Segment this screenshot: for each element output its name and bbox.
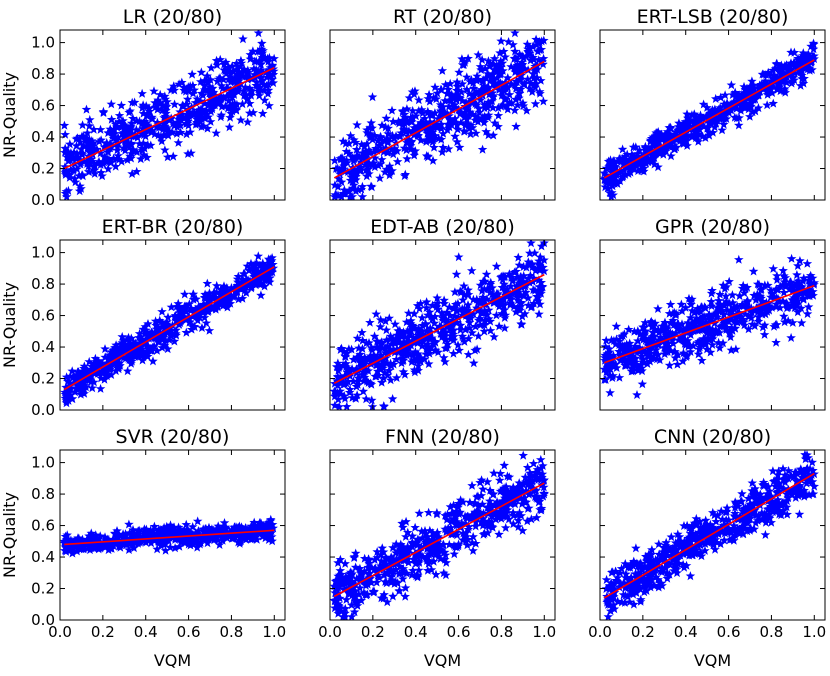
x-tick-label: 0.0: [318, 623, 342, 641]
x-axis-label: VQM: [154, 651, 191, 670]
x-tick-label: 1.0: [802, 623, 826, 641]
y-tick-label: 0.6: [31, 517, 55, 535]
x-tick-label: 0.8: [489, 623, 513, 641]
x-tick-label: 0.4: [674, 623, 698, 641]
x-tick-label: 0.8: [219, 623, 243, 641]
y-tick-label: 0.8: [31, 275, 55, 293]
x-tick-label: 0.4: [404, 623, 428, 641]
fit-line: [603, 59, 815, 179]
x-tick-label: 1.0: [532, 623, 556, 641]
y-tick-label: 0.8: [31, 485, 55, 503]
fit-line: [333, 60, 545, 179]
subplot-3: ERT-LSB (20/80): [599, 6, 826, 201]
plot-frame: [599, 29, 826, 201]
subplot-6: GPR (20/80): [599, 216, 826, 411]
point-stars: [330, 30, 549, 200]
x-tick-label: 0.2: [361, 623, 385, 641]
subplot-title: FNN (20/80): [385, 426, 500, 448]
point-stars: [330, 240, 549, 410]
y-tick-label: 0.6: [31, 97, 55, 115]
x-tick-label: 0.2: [91, 623, 115, 641]
fit-line: [604, 284, 815, 364]
x-tick-label: 0.6: [447, 623, 471, 641]
y-axis-label: NR-Quality: [0, 72, 19, 158]
y-axis-label: NR-Quality: [0, 282, 19, 368]
y-tick-label: 0.2: [31, 370, 55, 388]
x-tick-label: 0.6: [717, 623, 741, 641]
y-tick-label: 0.2: [31, 160, 55, 178]
y-tick-label: 0.4: [31, 128, 55, 146]
x-tick-label: 0.2: [631, 623, 655, 641]
scatter-points: [330, 240, 549, 410]
subplot-title: CNN (20/80): [654, 426, 771, 448]
fit-line: [333, 273, 545, 384]
scatter-points: [330, 30, 549, 200]
plot-frame: [329, 449, 556, 621]
x-tick-label: 0.0: [588, 623, 612, 641]
subplot-2: RT (20/80): [329, 6, 556, 201]
plot-frame: [329, 29, 556, 201]
y-tick-label: 0.2: [31, 580, 55, 598]
point-stars: [60, 251, 279, 408]
point-stars: [60, 514, 278, 558]
x-tick-label: 0.0: [48, 623, 72, 641]
plot-frame: [599, 239, 826, 411]
scatter-points: [330, 450, 549, 620]
scatter-points: [60, 251, 279, 408]
plot-frame: [329, 239, 556, 411]
x-tick-label: 0.8: [759, 623, 783, 641]
plot-frame: [599, 449, 826, 621]
subplot-title: SVR (20/80): [116, 426, 230, 448]
y-tick-label: 0.0: [31, 191, 55, 209]
x-axis-label: VQM: [694, 651, 731, 670]
fit-line: [63, 67, 275, 170]
plot-frame: [59, 449, 286, 621]
y-tick-label: 0.4: [31, 548, 55, 566]
subplot-title: GPR (20/80): [655, 216, 770, 238]
y-axis-label: NR-Quality: [0, 492, 19, 578]
x-axis-label: VQM: [424, 651, 461, 670]
subplot-9: CNN (20/80) 0.0 0.2 0.4 0.6 0.8 1.0 VQM: [588, 426, 826, 670]
plot-frame: [59, 29, 286, 201]
subplot-title: ERT-LSB (20/80): [637, 6, 789, 28]
subplot-4: ERT-BR (20/80) 0.0 0.2 0.4 0.6 0.8 1.0 NR-Quali…: [0, 216, 286, 419]
subplot-8: FNN (20/80) 0.0 0.2 0.4 0.6 0.8 1.0 VQM: [318, 426, 556, 670]
scatter-points: [60, 30, 279, 200]
y-tick-label: 0.0: [31, 611, 55, 629]
plot-frame: [59, 239, 286, 411]
subplot-title: EDT-AB (20/80): [370, 216, 515, 238]
subplot-5: EDT-AB (20/80): [329, 216, 556, 411]
x-tick-label: 0.6: [177, 623, 201, 641]
y-tick-label: 1.0: [31, 34, 55, 52]
subplot-1: LR (20/80) 0.0 0.2 0.4 0.6 0.8 1.0 NR-Quality: [0, 6, 286, 209]
point-stars: [60, 30, 279, 200]
fit-line: [63, 266, 275, 391]
subplot-title: RT (20/80): [393, 6, 492, 28]
x-tick-label: 1.0: [262, 623, 286, 641]
scatter-points: [600, 253, 819, 400]
subplot-title: ERT-BR (20/80): [102, 216, 244, 238]
point-stars: [600, 253, 819, 400]
y-tick-label: 1.0: [31, 244, 55, 262]
scatter-points: [60, 514, 278, 558]
x-tick-label: 0.4: [134, 623, 158, 641]
fit-line: [64, 529, 275, 546]
y-tick-label: 0.4: [31, 338, 55, 356]
y-tick-label: 1.0: [31, 454, 55, 472]
subplot-title: LR (20/80): [123, 6, 222, 28]
y-tick-label: 0.8: [31, 65, 55, 83]
y-tick-label: 0.0: [31, 401, 55, 419]
point-stars: [330, 450, 549, 620]
y-tick-label: 0.6: [31, 307, 55, 325]
fit-line: [333, 482, 545, 598]
subplot-7: SVR (20/80) 0.0 0.2 0.4 0.6 0.8 1.0 0.0 0.2 0.4 0.…: [0, 426, 286, 670]
fit-line: [603, 472, 815, 599]
